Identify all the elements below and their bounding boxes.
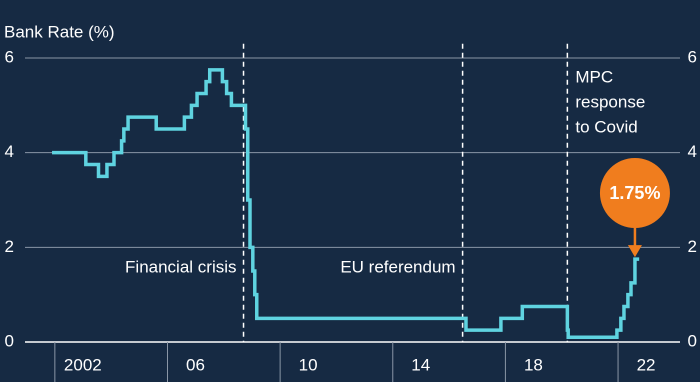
y-tick-label: 2: [5, 237, 14, 256]
y-tick-label-right: 2: [688, 237, 697, 256]
callout-label: 1.75%: [609, 183, 660, 203]
event-label: MPC: [575, 67, 613, 86]
y-tick-label-right: 0: [688, 331, 697, 350]
callout-arrowhead: [627, 245, 642, 258]
y-axis-label: Bank Rate (%): [4, 22, 115, 41]
callout-circle: [599, 158, 670, 228]
x-tick-label: 06: [186, 355, 205, 374]
y-tick-label: 6: [5, 47, 14, 66]
y-tick-label: 4: [5, 142, 14, 161]
x-tick-label: 22: [637, 355, 656, 374]
event-label: response: [575, 92, 645, 111]
event-label: Financial crisis: [125, 257, 236, 276]
y-tick-label: 0: [5, 331, 14, 350]
rate-line: [52, 68, 640, 340]
y-tick-label-right: 6: [688, 47, 697, 66]
event-label: to Covid: [575, 117, 637, 136]
x-tick-label: 10: [299, 355, 318, 374]
event-label: EU referendum: [340, 257, 455, 276]
x-tick-label: 2002: [64, 355, 102, 374]
x-tick-label: 14: [411, 355, 430, 374]
x-tick-label: 18: [524, 355, 543, 374]
y-tick-label-right: 4: [688, 142, 697, 161]
